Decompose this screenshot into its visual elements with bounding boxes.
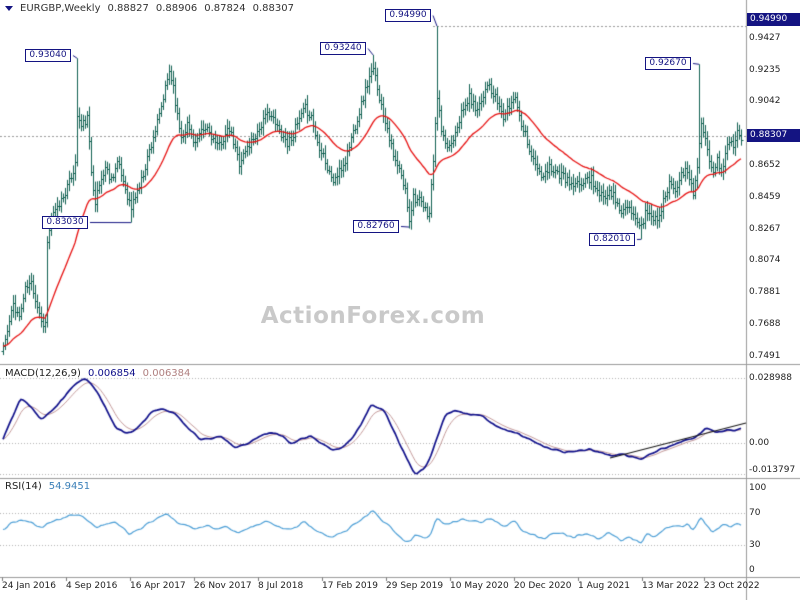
price-chart-canvas[interactable]	[0, 0, 800, 600]
chart-window: ActionForex.com EURGBP,Weekly 0.88827 0.…	[0, 0, 800, 600]
